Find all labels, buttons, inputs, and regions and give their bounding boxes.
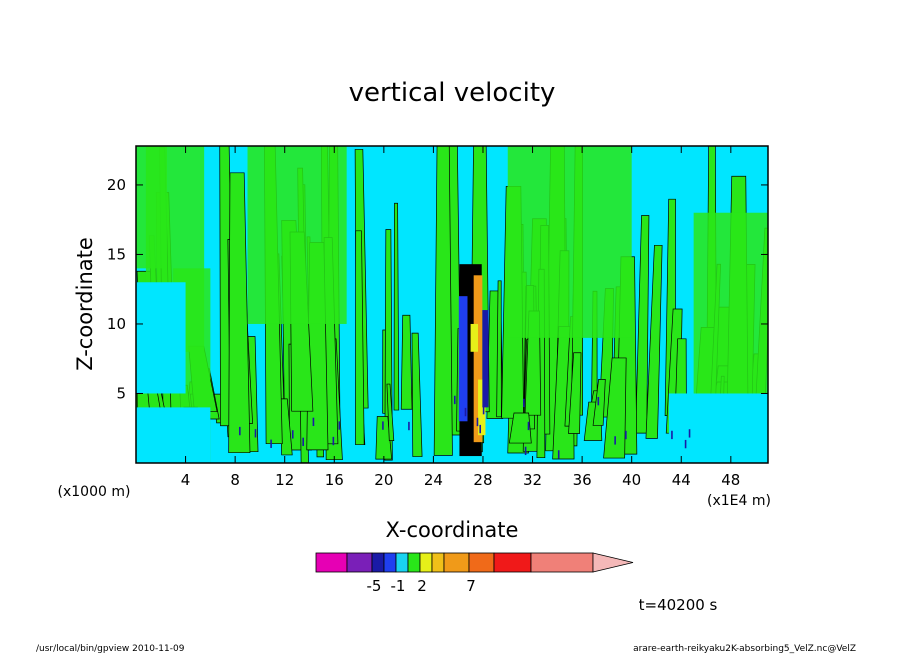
- field-streak: [400, 314, 413, 410]
- field-streak: [568, 352, 582, 434]
- field-speck: [479, 424, 482, 434]
- y-tick-label: 5: [116, 384, 126, 402]
- colorbar-label: -1: [391, 577, 406, 595]
- colorbar-segment: [371, 552, 385, 573]
- x-tick-label: 4: [181, 471, 191, 489]
- field-streak: [386, 383, 395, 441]
- footer-right: arare-earth-reikyaku2K-absorbing5_VelZ.n…: [633, 644, 856, 654]
- field-streak: [355, 230, 365, 446]
- field-speck: [614, 436, 616, 445]
- field-speck: [524, 446, 527, 456]
- x-tick-label: 12: [275, 471, 294, 489]
- plot-frame: [135, 145, 769, 464]
- field-streak: [375, 416, 393, 460]
- field-pocket: [668, 393, 768, 463]
- field-speck: [464, 407, 467, 417]
- field-speck: [408, 421, 410, 431]
- colorbar-segment: [419, 552, 433, 573]
- field-speck: [482, 405, 485, 415]
- field-speck: [684, 439, 687, 449]
- colorbar-segment: [315, 552, 348, 573]
- x-tick-label: 40: [622, 471, 641, 489]
- y-tick-label: 20: [107, 176, 126, 194]
- core-cell: [478, 379, 486, 436]
- chart-title: vertical velocity: [349, 78, 556, 108]
- core-cell: [470, 323, 479, 352]
- colorbar-segment: [395, 552, 409, 573]
- core-cell: [458, 296, 468, 422]
- y-tick-label: 10: [107, 315, 126, 333]
- footer-left: /usr/local/bin/gpview 2010-11-09: [36, 644, 185, 654]
- field-speck: [557, 450, 560, 459]
- field-streak: [645, 244, 663, 439]
- x-tick-label: 28: [473, 471, 492, 489]
- field-speck: [291, 430, 294, 439]
- colorbar: -5 -1 2 7: [315, 552, 634, 595]
- field-speck: [338, 421, 341, 430]
- colorbar-segment: [407, 552, 421, 573]
- x-tick-label: 8: [230, 471, 240, 489]
- field-streak: [635, 215, 650, 434]
- field-speck: [302, 437, 304, 447]
- field-speck: [523, 398, 525, 408]
- colorbar-segment: [443, 552, 470, 573]
- field-speck: [597, 396, 600, 406]
- field-speck: [239, 426, 241, 436]
- field-band: [693, 212, 768, 408]
- field-pocket: [136, 407, 211, 463]
- colorbar-label: 7: [466, 577, 476, 595]
- colorbar-segment: [530, 552, 594, 573]
- field-speck: [312, 417, 315, 427]
- x-tick-label: 20: [374, 471, 393, 489]
- field-band: [507, 146, 632, 338]
- field-speck: [476, 417, 479, 427]
- y-axis-title: Z-coordinate: [73, 237, 97, 371]
- field-speck: [332, 436, 335, 446]
- colorbar-segment: [493, 552, 532, 573]
- colorbar-arrow: [592, 552, 634, 573]
- field-speck: [671, 430, 673, 440]
- colorbar-segment: [431, 552, 445, 573]
- y-ticks: 5 10 15 20: [107, 176, 768, 402]
- field-speck: [270, 439, 272, 448]
- field-speck: [688, 429, 691, 438]
- velocity-field: [136, 146, 768, 463]
- field-streak: [228, 172, 251, 454]
- field-band: [247, 146, 347, 324]
- field-streak: [411, 332, 423, 457]
- x-tick-label: 32: [523, 471, 542, 489]
- field-streak: [496, 280, 502, 418]
- field-pocket: [136, 282, 186, 394]
- x-axis-title: X-coordinate: [386, 518, 519, 542]
- field-speck: [527, 421, 530, 431]
- field-speck: [625, 430, 627, 440]
- field-streak: [592, 379, 606, 426]
- y-tick-label: 15: [107, 245, 126, 263]
- x-ticks: 4 8 12 16 20 24 28 32 36 40 44 48: [181, 146, 740, 489]
- colorbar-segment: [383, 552, 397, 573]
- x-unit-label: (x1E4 m): [707, 493, 771, 509]
- colorbar-label: 2: [417, 577, 427, 595]
- colorbar-segment: [346, 552, 373, 573]
- field-streak: [603, 357, 627, 459]
- x-tick-label: 44: [672, 471, 691, 489]
- colorbar-segment: [468, 552, 495, 573]
- core-cell: [482, 310, 489, 408]
- x-tick-label: 36: [573, 471, 592, 489]
- field-streak: [393, 202, 400, 411]
- y-unit-label: (x1000 m): [58, 484, 131, 500]
- field-speck: [254, 429, 257, 438]
- field-speck: [453, 395, 456, 405]
- colorbar-label: -5: [367, 577, 382, 595]
- field-streak: [508, 412, 532, 444]
- time-label: t=40200 s: [639, 596, 718, 614]
- core-cell: [473, 275, 483, 443]
- x-tick-label: 16: [325, 471, 344, 489]
- x-tick-label: 48: [721, 471, 740, 489]
- field-streak: [433, 146, 453, 456]
- x-tick-label: 24: [424, 471, 443, 489]
- field-speck: [382, 421, 384, 430]
